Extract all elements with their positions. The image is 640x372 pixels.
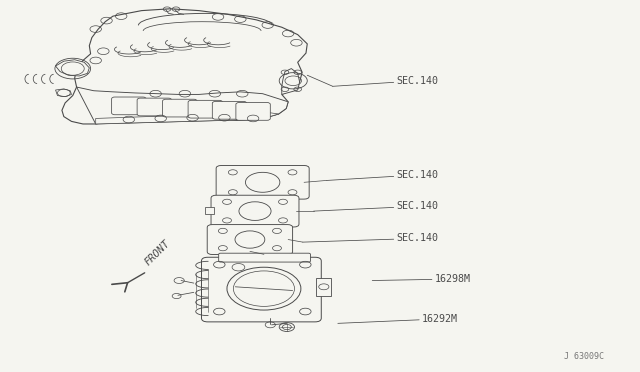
FancyBboxPatch shape — [211, 195, 299, 227]
Polygon shape — [56, 60, 90, 76]
Text: SEC.140: SEC.140 — [326, 170, 438, 180]
Polygon shape — [77, 87, 288, 124]
FancyBboxPatch shape — [137, 98, 172, 116]
Text: SEC.140: SEC.140 — [303, 233, 438, 243]
Text: J 63009C: J 63009C — [564, 352, 604, 361]
Text: 16292M: 16292M — [338, 314, 458, 324]
FancyBboxPatch shape — [219, 253, 310, 262]
Polygon shape — [96, 112, 278, 124]
FancyBboxPatch shape — [202, 257, 321, 322]
FancyBboxPatch shape — [163, 99, 197, 117]
Text: 16298M: 16298M — [372, 274, 470, 284]
FancyBboxPatch shape — [188, 100, 223, 118]
Polygon shape — [316, 278, 331, 296]
Polygon shape — [62, 9, 307, 124]
Text: SEC.140: SEC.140 — [333, 76, 438, 86]
Circle shape — [279, 323, 294, 331]
Polygon shape — [56, 89, 72, 97]
FancyBboxPatch shape — [111, 97, 146, 115]
FancyBboxPatch shape — [212, 102, 246, 119]
Polygon shape — [282, 68, 300, 94]
Polygon shape — [205, 207, 214, 214]
Text: SEC.140: SEC.140 — [314, 201, 438, 211]
FancyBboxPatch shape — [236, 103, 270, 120]
FancyBboxPatch shape — [207, 225, 292, 254]
FancyBboxPatch shape — [216, 166, 309, 199]
Text: FRONT: FRONT — [143, 238, 172, 267]
